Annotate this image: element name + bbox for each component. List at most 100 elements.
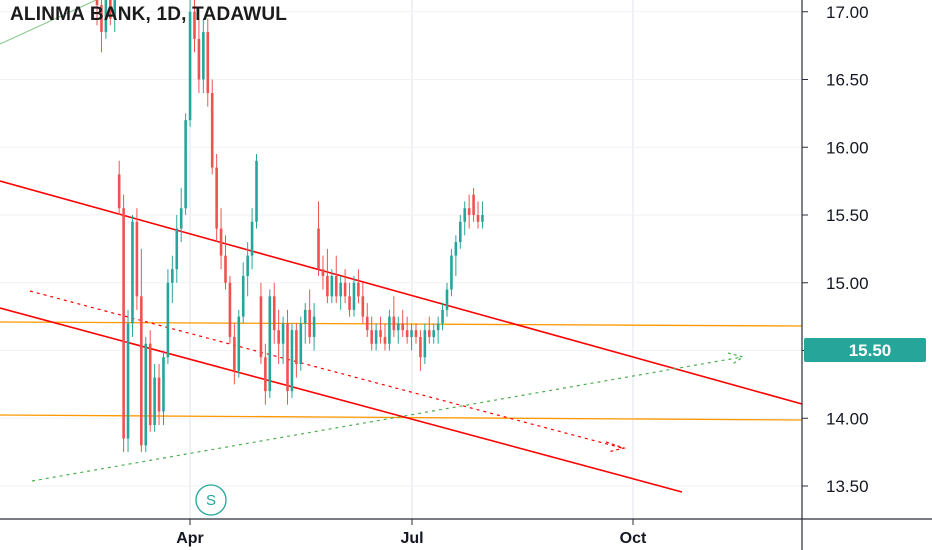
candle[interactable]: [117, 160, 121, 215]
candle[interactable]: [365, 303, 369, 337]
candle[interactable]: [277, 309, 280, 365]
candle[interactable]: [122, 194, 125, 453]
candle[interactable]: [290, 323, 294, 398]
candle[interactable]: [233, 323, 236, 385]
candle[interactable]: [326, 248, 329, 304]
candle[interactable]: [374, 323, 378, 351]
candle[interactable]: [450, 248, 453, 297]
candle[interactable]: [436, 316, 440, 344]
candle[interactable]: [197, 18, 201, 94]
candle[interactable]: [131, 215, 134, 337]
candle[interactable]: [135, 208, 139, 310]
candle[interactable]: [414, 323, 418, 344]
candle[interactable]: [153, 364, 156, 432]
candle[interactable]: [401, 309, 404, 337]
candle[interactable]: [352, 275, 356, 317]
candle[interactable]: [224, 235, 227, 290]
candle[interactable]: [215, 154, 218, 243]
candle[interactable]: [370, 316, 373, 351]
candle[interactable]: [202, 18, 205, 94]
candle[interactable]: [334, 255, 338, 304]
candle[interactable]: [405, 316, 409, 344]
candle[interactable]: [303, 303, 307, 344]
candle[interactable]: [210, 79, 214, 175]
candle[interactable]: [396, 316, 400, 344]
candle[interactable]: [193, 0, 196, 53]
candle[interactable]: [206, 18, 210, 107]
projection-down-line[interactable]: [29, 290, 623, 449]
channel-upper-line[interactable]: [0, 180, 803, 405]
candle[interactable]: [379, 316, 382, 344]
candle[interactable]: [264, 343, 267, 405]
candle[interactable]: [268, 289, 272, 398]
candle[interactable]: [184, 113, 187, 215]
candle[interactable]: [463, 201, 467, 236]
candle[interactable]: [432, 323, 436, 344]
projection-up-line[interactable]: [31, 356, 743, 482]
candle[interactable]: [357, 269, 360, 304]
candle[interactable]: [392, 296, 396, 337]
candle[interactable]: [228, 275, 232, 344]
candle[interactable]: [140, 248, 143, 453]
candle[interactable]: [330, 269, 334, 304]
candle[interactable]: [308, 289, 311, 344]
candle[interactable]: [445, 282, 449, 317]
candle[interactable]: [126, 309, 130, 453]
candle[interactable]: [423, 323, 427, 365]
candle[interactable]: [441, 303, 444, 331]
candle[interactable]: [246, 242, 249, 297]
candle[interactable]: [250, 208, 254, 270]
resistance-line[interactable]: [0, 321, 803, 327]
candle[interactable]: [472, 187, 475, 222]
price-axis[interactable]: 13.5014.0014.5015.0015.5016.0016.5017.00…: [802, 0, 869, 496]
candle[interactable]: [219, 208, 223, 270]
candle[interactable]: [100, 0, 103, 53]
candle[interactable]: [476, 201, 480, 229]
candle[interactable]: [458, 215, 462, 249]
candle[interactable]: [241, 262, 245, 324]
candle[interactable]: [343, 269, 347, 304]
candle[interactable]: [237, 309, 241, 378]
channel-lower-line[interactable]: [0, 307, 683, 493]
candle[interactable]: [427, 316, 431, 344]
candle[interactable]: [104, 0, 108, 39]
candle[interactable]: [95, 0, 99, 26]
candle[interactable]: [162, 350, 165, 426]
candle[interactable]: [272, 282, 276, 344]
candle[interactable]: [339, 275, 342, 310]
candle[interactable]: [171, 255, 174, 304]
candle[interactable]: [259, 282, 263, 365]
candle[interactable]: [454, 235, 458, 276]
candle[interactable]: [109, 0, 112, 26]
candle[interactable]: [179, 187, 183, 243]
candle[interactable]: [348, 282, 351, 317]
candle[interactable]: [286, 309, 289, 405]
candle[interactable]: [361, 282, 365, 324]
candle[interactable]: [299, 316, 303, 371]
candle[interactable]: [148, 330, 152, 432]
candle[interactable]: [295, 323, 298, 378]
candle[interactable]: [467, 194, 471, 229]
candle[interactable]: [317, 201, 320, 276]
candle[interactable]: [113, 0, 117, 33]
candle[interactable]: [410, 323, 413, 351]
candle[interactable]: [481, 201, 484, 229]
support-line[interactable]: [0, 414, 803, 421]
candle[interactable]: [166, 269, 170, 365]
trend-line-green[interactable]: [0, 0, 97, 45]
candle[interactable]: [144, 336, 148, 453]
candle[interactable]: [157, 364, 161, 426]
candle[interactable]: [321, 255, 325, 290]
event-marker[interactable]: S: [195, 484, 227, 516]
candle[interactable]: [281, 316, 285, 365]
candle[interactable]: [255, 154, 258, 229]
candle[interactable]: [175, 215, 179, 283]
event-marker-circle[interactable]: [195, 484, 227, 516]
time-axis[interactable]: Apr Jul Oct: [176, 519, 647, 547]
candle[interactable]: [312, 303, 316, 351]
candle[interactable]: [388, 309, 391, 351]
candle[interactable]: [188, 0, 192, 127]
candle[interactable]: [383, 323, 387, 351]
